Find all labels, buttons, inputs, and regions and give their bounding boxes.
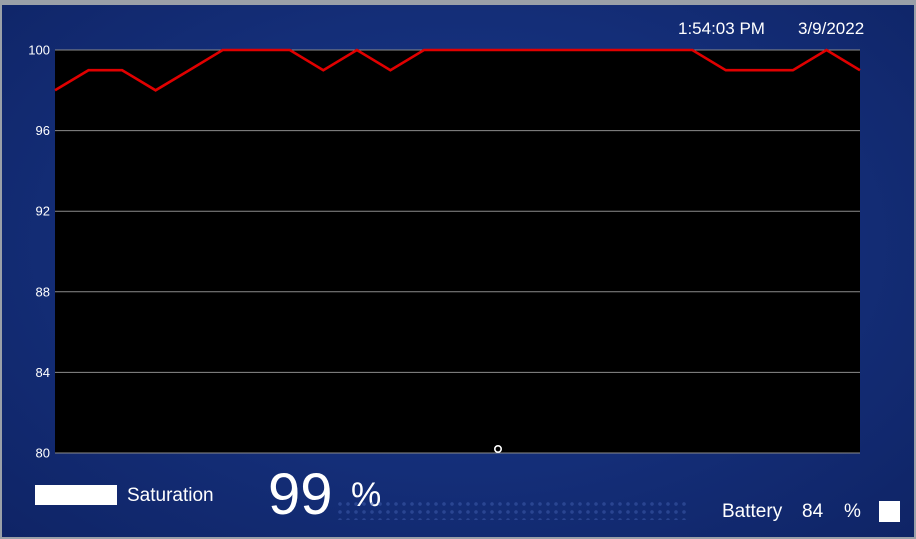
y-tick-label: 96: [36, 123, 50, 138]
saturation-legend-label: Saturation: [127, 485, 214, 506]
y-tick-label: 92: [36, 204, 50, 219]
decorative-dot-pattern: [336, 500, 688, 520]
battery-indicator-box: [879, 501, 900, 522]
battery-unit: %: [844, 501, 861, 522]
cursor-marker: [493, 444, 502, 453]
battery-label: Battery: [722, 501, 783, 522]
series-line-saturation: [54, 48, 861, 92]
y-tick-label: 84: [36, 365, 50, 380]
clock-time: 1:54:03 PM: [678, 19, 765, 38]
plot-area: [55, 50, 860, 453]
saturation-legend-swatch: [35, 485, 117, 505]
saturation-value: 99: [268, 462, 333, 527]
battery-value: 84: [802, 501, 824, 522]
y-tick-labels: 80 84 88 92 96 100: [28, 43, 50, 461]
y-tick-label: 100: [28, 43, 50, 58]
y-tick-label: 88: [36, 284, 50, 299]
y-tick-label: 80: [36, 446, 50, 461]
clock-date: 3/9/2022: [798, 19, 865, 38]
